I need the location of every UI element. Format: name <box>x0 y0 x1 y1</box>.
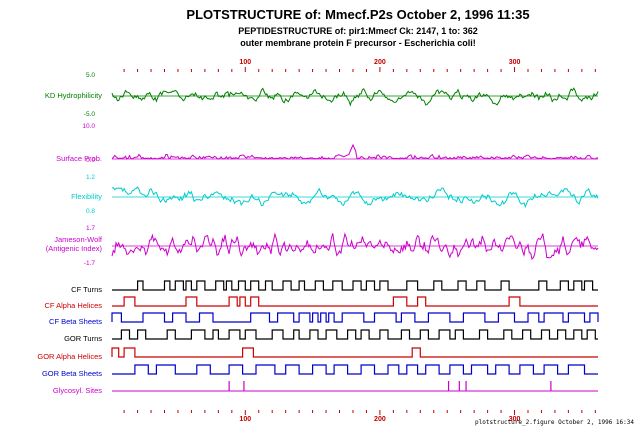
scale-bottom-label: -5.0 <box>84 111 96 118</box>
track-cf-beta: CF Beta Sheets <box>49 312 599 326</box>
structure-step-line <box>112 296 598 307</box>
scale-bottom-label: 0.0 <box>86 157 95 164</box>
peptide-structure-line: PEPTIDESTRUCTURE of: pir1:Mmecf Ck: 2147… <box>238 26 478 36</box>
track-label: Flexibility <box>71 192 102 201</box>
track-cf-alpha: CF Alpha Helices <box>44 296 598 310</box>
protein-description-line: outer membrane protein F precursor - Esc… <box>240 38 476 48</box>
track-label: Surface Prob. <box>56 154 102 163</box>
profile-line <box>111 186 599 209</box>
track-gor-alpha: GOR Alpha Helices <box>37 347 598 361</box>
profile-line <box>111 87 599 107</box>
x-tick-label: 100 <box>239 59 251 66</box>
track-cf-turns: CF Turns <box>71 280 598 294</box>
track-surface: Surface Prob. 10.0 0.0 <box>56 123 598 164</box>
footer-caption: plotstructure_2.figure October 2, 1996 1… <box>475 419 634 426</box>
x-tick-label: 300 <box>509 59 521 66</box>
structure-step-line <box>111 312 599 323</box>
track-label: GOR Beta Sheets <box>42 369 102 378</box>
profile-line <box>111 143 598 160</box>
scale-top-label: 10.0 <box>82 123 95 130</box>
scale-top-label: 1.7 <box>86 225 95 232</box>
structure-step-line <box>112 280 598 291</box>
profile-line <box>111 232 599 260</box>
structure-tracks: KD Hydrophilicity 5.0 -5.0 Surface Prob. 10.… <box>37 72 599 395</box>
track-label: KD Hydrophilicity <box>45 91 102 100</box>
track-label: CF Beta Sheets <box>49 317 102 326</box>
x-tick-label: 200 <box>374 59 386 66</box>
scale-bottom-label: 0.8 <box>86 208 95 215</box>
track-label: GOR Turns <box>64 334 102 343</box>
plot-title: PLOTSTRUCTURE of: Mmecf.P2s October 2, 1… <box>186 7 529 22</box>
track-flex: Flexibility 1.2 0.8 <box>71 174 599 215</box>
track-label-secondary: (Antigenic Index) <box>46 244 103 253</box>
scale-top-label: 5.0 <box>86 72 95 79</box>
x-tick-label: 300 <box>509 416 521 423</box>
track-label: CF Turns <box>71 285 102 294</box>
track-label: Glycosyl. Sites <box>53 386 102 395</box>
track-kd: KD Hydrophilicity 5.0 -5.0 <box>45 72 599 118</box>
x-tick-label: 100 <box>239 416 251 423</box>
track-label: GOR Alpha Helices <box>37 352 102 361</box>
x-tick-label: 200 <box>374 416 386 423</box>
track-gor-turns: GOR Turns <box>64 329 598 343</box>
track-glyco: Glycosyl. Sites <box>53 381 598 395</box>
structure-step-line <box>111 347 598 358</box>
track-antigenic: Jameson-Wolf(Antigenic Index) 1.7 -1.7 <box>46 225 599 267</box>
track-label: Jameson-Wolf <box>54 235 103 244</box>
track-label: CF Alpha Helices <box>44 301 102 310</box>
scale-top-label: 1.2 <box>86 174 95 181</box>
scale-bottom-label: -1.7 <box>84 260 96 267</box>
track-gor-beta: GOR Beta Sheets <box>42 364 598 378</box>
structure-step-line <box>112 329 598 340</box>
x-axis-ticks: 100 200 300 100 200 300 <box>123 59 596 423</box>
structure-step-line <box>112 364 598 375</box>
